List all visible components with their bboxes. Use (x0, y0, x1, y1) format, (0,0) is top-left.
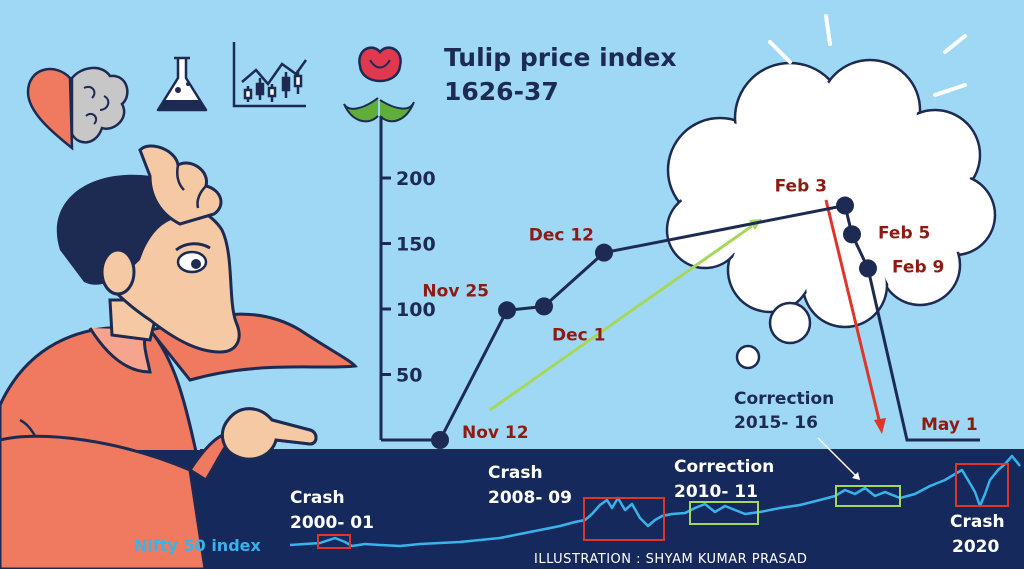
correction-2010-line1: Correction (674, 457, 774, 477)
tulip-point (836, 196, 854, 215)
crash-2008-line2: 2008- 09 (488, 488, 572, 508)
man-foreground (0, 407, 318, 569)
tulip-point (595, 243, 613, 262)
correction-pointer-head (852, 472, 860, 480)
tulip-point (431, 431, 449, 449)
box-crash-2020 (955, 463, 1009, 507)
tulip-date-label: Nov 25 (422, 281, 489, 301)
red-arrow (824, 199, 886, 434)
tulip-date-label: May 1 (921, 415, 978, 435)
illustration-credit: ILLUSTRATION : SHYAM KUMAR PRASAD (534, 552, 807, 567)
y-tick-label: 100 (396, 299, 436, 321)
tulip-date-label: Dec 1 (552, 325, 605, 345)
tulip-y-ticks: 50 100 150 200 (381, 168, 436, 387)
tulip-date-label: Feb 5 (878, 223, 930, 243)
tulip-date-label: Feb 3 (775, 177, 827, 197)
y-tick-label: 200 (396, 168, 436, 190)
tulip-date-labels: Nov 12 Nov 25 Dec 1 Dec 12 Feb 3 Feb 5 Feb 9 Ma… (422, 177, 977, 443)
tulip-date-label: Feb 9 (892, 257, 944, 277)
crash-2000-line2: 2000- 01 (290, 513, 374, 533)
tulip-point (859, 259, 877, 278)
correction-2015-line1: Correction (734, 389, 834, 409)
box-correction-2015 (835, 485, 901, 507)
tulip-date-label: Dec 12 (529, 226, 594, 246)
crash-2000-line1: Crash (290, 488, 345, 508)
tulip-icon (343, 46, 415, 123)
correction-2010-line2: 2010- 11 (674, 482, 758, 502)
tulip-price-points (431, 196, 877, 449)
sparkle-icon (768, 14, 967, 97)
crash-2020-line1: Crash (950, 512, 1005, 532)
chart-title-line2: 1626-37 (444, 77, 559, 106)
box-correction-2010 (689, 501, 759, 525)
chart-title-line1: Tulip price index (444, 43, 676, 72)
y-tick-label: 50 (396, 365, 422, 387)
flask-icon (156, 56, 208, 112)
thought-cloud (665, 58, 997, 370)
correction-pointer (817, 437, 859, 479)
tulip-price-line (381, 203, 980, 442)
candlestick-chart-icon (232, 42, 308, 108)
crash-2008-line1: Crash (488, 463, 543, 483)
box-crash-2008 (583, 497, 665, 541)
correction-2015-line2: 2015- 16 (734, 413, 818, 433)
tulip-point (535, 297, 553, 316)
tulip-date-label: Nov 12 (462, 423, 529, 443)
heart-brain-icon (26, 66, 129, 151)
crash-2020-line2: 2020 (952, 537, 999, 557)
box-crash-2000 (317, 534, 351, 549)
tulip-point (498, 301, 516, 320)
tulip-point (843, 225, 861, 244)
y-tick-label: 150 (396, 234, 436, 256)
nifty-series-label: Nifty 50 index (134, 536, 262, 555)
